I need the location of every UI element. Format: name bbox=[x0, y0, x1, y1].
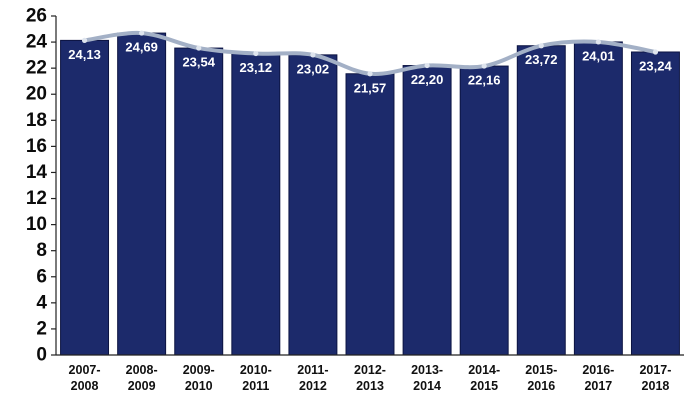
bar-value-label: 22,16 bbox=[468, 73, 501, 88]
x-tick-label-line: 2014 bbox=[413, 379, 441, 393]
trend-line bbox=[81, 30, 659, 77]
x-tick-label-line: 2013- bbox=[411, 363, 443, 377]
bar-value-label: 23,24 bbox=[639, 58, 672, 73]
bar bbox=[231, 53, 281, 356]
y-tick-label: 0 bbox=[36, 345, 47, 366]
x-tick-label-line: 2012 bbox=[299, 379, 327, 393]
bar bbox=[573, 41, 623, 356]
y-tick-label: 24 bbox=[26, 32, 48, 53]
x-tick-label: 2011- 2012 bbox=[297, 363, 328, 393]
trend-line-marker bbox=[367, 71, 373, 77]
bar-value-label: 22,20 bbox=[411, 72, 444, 87]
bar bbox=[288, 54, 338, 356]
x-tick-label: 2007- 2008 bbox=[69, 363, 101, 393]
x-tick-label-line: 2013 bbox=[356, 379, 384, 393]
x-tick-label-line: 2015- bbox=[525, 363, 557, 377]
y-tick-label: 4 bbox=[36, 292, 47, 313]
x-tick-label-line: 2014- bbox=[468, 363, 500, 377]
y-tick-label: 2 bbox=[36, 318, 47, 339]
y-tick-label: 10 bbox=[26, 214, 47, 235]
x-tick-label: 2012- 2013 bbox=[354, 363, 386, 393]
bars bbox=[60, 32, 680, 356]
bar-value-label: 23,02 bbox=[297, 61, 330, 76]
x-tick-label: 2017- 2018 bbox=[639, 363, 671, 393]
y-tick-label: 18 bbox=[26, 110, 47, 131]
x-tick-label-line: 2008- bbox=[126, 363, 158, 377]
trend-line-marker bbox=[253, 50, 259, 57]
x-tick-label-line: 2007- bbox=[69, 363, 101, 377]
trend-line-marker bbox=[538, 43, 544, 49]
bar-value-label: 24,13 bbox=[68, 47, 101, 62]
x-tick-label-line: 2011- bbox=[297, 363, 328, 377]
x-tick-label-line: 2015 bbox=[470, 379, 498, 393]
bar bbox=[516, 45, 566, 356]
bar-value-label: 23,72 bbox=[525, 52, 558, 67]
bar-value-label: 21,57 bbox=[354, 80, 387, 95]
x-tick-label-line: 2017 bbox=[584, 379, 612, 393]
bar bbox=[345, 73, 395, 356]
x-tick-label: 2016- 2017 bbox=[582, 363, 614, 393]
bar-value-label: 24,01 bbox=[582, 48, 615, 63]
x-tick-label-line: 2010 bbox=[185, 379, 213, 393]
bar bbox=[630, 51, 680, 356]
x-tick-label-line: 2010- bbox=[240, 363, 272, 377]
y-tick-label: 14 bbox=[26, 162, 48, 183]
trend-line-path bbox=[82, 30, 658, 76]
trend-line-marker bbox=[481, 63, 487, 69]
y-tick-label: 26 bbox=[26, 6, 47, 27]
x-tick-label-line: 2009- bbox=[183, 363, 215, 377]
bar bbox=[174, 47, 224, 356]
x-tick-label-line: 2008 bbox=[71, 379, 99, 393]
trend-line-marker bbox=[595, 39, 601, 45]
x-tick-label-line: 2016 bbox=[527, 379, 555, 393]
x-tick-label-line: 2018 bbox=[642, 379, 670, 393]
trend-line-marker bbox=[310, 52, 316, 58]
trend-line-marker bbox=[139, 30, 145, 36]
x-tick-label: 2009- 2010 bbox=[183, 363, 215, 393]
trend-line-marker bbox=[652, 49, 659, 55]
y-tick-label: 22 bbox=[26, 58, 47, 79]
y-tick-label: 16 bbox=[26, 136, 47, 157]
x-tick-label: 2008- 2009 bbox=[126, 363, 158, 393]
bar-value-label: 23,12 bbox=[240, 60, 273, 75]
bar bbox=[60, 39, 110, 356]
x-tick-label-line: 2012- bbox=[354, 363, 386, 377]
value-labels: 24,13 24,69 23,54 23,12 23,02 21,57 22,20 22,16… bbox=[68, 40, 672, 96]
x-tick-label-line: 2017- bbox=[639, 363, 671, 377]
y-tick-label: 6 bbox=[36, 266, 47, 287]
x-tick-label: 2014- 2015 bbox=[468, 363, 500, 393]
x-tick-label-line: 2009 bbox=[128, 379, 156, 393]
trend-line-marker bbox=[81, 37, 88, 43]
y-tick-label: 20 bbox=[26, 84, 47, 105]
trend-line-marker bbox=[196, 45, 202, 51]
bar bbox=[117, 32, 167, 356]
trend-line-marker bbox=[424, 62, 430, 69]
y-tick-label: 8 bbox=[36, 240, 47, 261]
x-tick-label: 2010- 2011 bbox=[240, 363, 272, 393]
bar-value-label: 24,69 bbox=[125, 40, 158, 55]
bar bbox=[459, 65, 509, 356]
x-axis: 2007- 2008 2008- 2009 2009- 2010 2010- 2011 2011… bbox=[56, 354, 684, 393]
x-tick-label-line: 2016- bbox=[582, 363, 614, 377]
x-tick-label: 2015- 2016 bbox=[525, 363, 557, 393]
bar-value-label: 23,54 bbox=[182, 55, 215, 70]
bar bbox=[402, 65, 452, 356]
x-tick-label-line: 2011 bbox=[242, 379, 269, 393]
y-tick-label: 12 bbox=[26, 188, 47, 209]
x-tick-label: 2013- 2014 bbox=[411, 363, 443, 393]
